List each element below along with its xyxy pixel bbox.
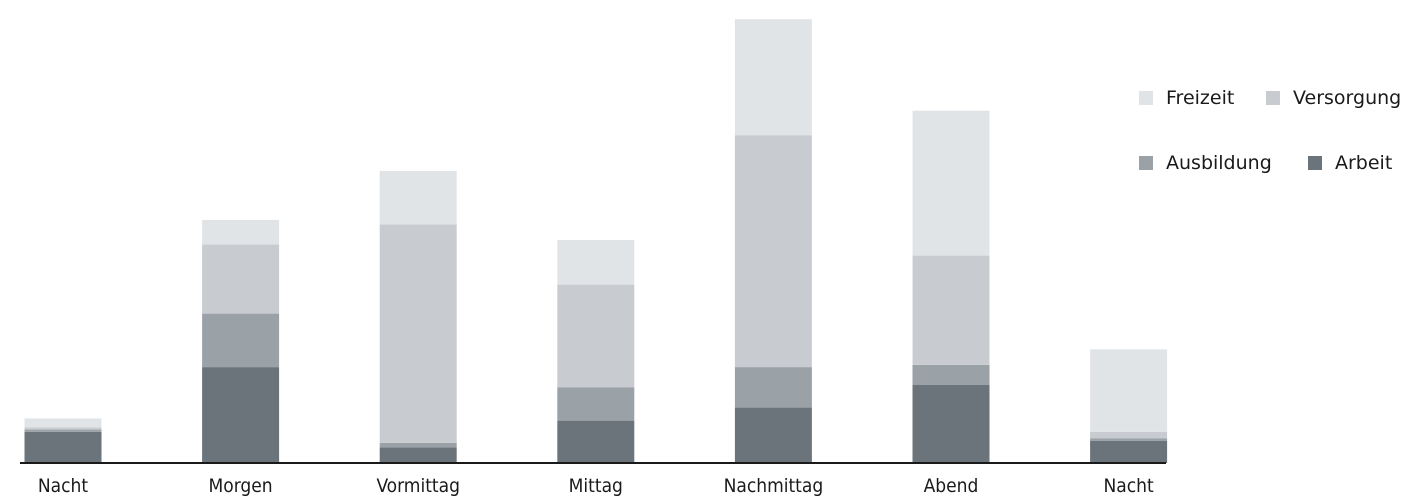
bar-segment-arbeit-6: [1090, 440, 1168, 463]
legend-label-versorgung: Versorgung: [1293, 87, 1401, 109]
bar-segment-arbeit-5: [912, 384, 990, 463]
bar-segment-versorgung-6: [1090, 431, 1168, 439]
bar-segment-ausbildung-5: [912, 364, 990, 385]
x-tick-label: Nacht: [38, 475, 88, 497]
bar-segment-freizeit-2: [379, 170, 457, 225]
bar-segment-ausbildung-0: [24, 429, 102, 432]
legend-swatch-freizeit: [1139, 91, 1153, 105]
bar-segment-versorgung-5: [912, 255, 990, 365]
bar-segment-arbeit-2: [379, 447, 457, 463]
bar-segment-versorgung-0: [24, 427, 102, 430]
bar-segment-freizeit-3: [557, 240, 635, 285]
bar-segment-freizeit-5: [912, 110, 990, 256]
x-tick-label: Morgen: [209, 475, 273, 497]
bar-segment-ausbildung-2: [379, 442, 457, 448]
x-tick-label: Abend: [924, 475, 979, 497]
legend-label-freizeit: Freizeit: [1166, 87, 1234, 109]
bars-group: [24, 19, 1168, 464]
bar-segment-ausbildung-4: [734, 367, 812, 408]
legend-label-arbeit: Arbeit: [1335, 152, 1392, 174]
legend: Freizeit Versorgung Ausbildung Arbeit: [1139, 87, 1401, 174]
bar-segment-freizeit-6: [1090, 349, 1168, 432]
bar-segment-arbeit-3: [557, 420, 635, 463]
bar-segment-arbeit-0: [24, 431, 102, 463]
legend-swatch-versorgung: [1266, 91, 1280, 105]
x-axis-labels: Nacht Morgen Vormittag Mittag Nachmittag Aben…: [38, 475, 1154, 497]
legend-swatch-arbeit: [1308, 156, 1322, 170]
bar-segment-freizeit-0: [24, 418, 102, 428]
bar-segment-ausbildung-6: [1090, 438, 1168, 441]
legend-swatch-ausbildung: [1139, 156, 1153, 170]
bar-segment-versorgung-4: [734, 135, 812, 368]
bar-segment-arbeit-4: [734, 407, 812, 464]
bar-segment-freizeit-4: [734, 19, 812, 136]
x-tick-label: Mittag: [569, 475, 623, 497]
x-tick-label: Nachmittag: [724, 475, 824, 497]
bar-segment-ausbildung-1: [202, 313, 280, 368]
bar-segment-versorgung-1: [202, 244, 280, 314]
bar-segment-versorgung-3: [557, 284, 635, 388]
bar-segment-versorgung-2: [379, 224, 457, 443]
bar-segment-arbeit-1: [202, 367, 280, 463]
x-tick-label: Nacht: [1103, 475, 1153, 497]
bar-segment-freizeit-1: [202, 219, 280, 245]
x-tick-label: Vormittag: [376, 475, 460, 497]
bar-segment-ausbildung-3: [557, 387, 635, 421]
legend-label-ausbildung: Ausbildung: [1166, 152, 1272, 174]
